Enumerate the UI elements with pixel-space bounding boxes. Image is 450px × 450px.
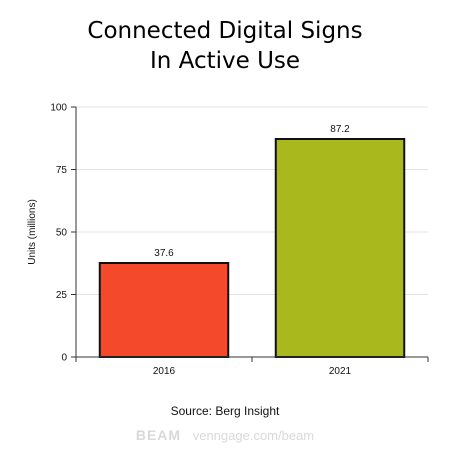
x-tick-label-2016: 2016	[153, 366, 176, 377]
chart-source: Source: Berg Insight	[170, 404, 280, 418]
y-axis-title: Units (millions)	[27, 199, 38, 265]
chart-title-line-2: In Active Use	[149, 48, 301, 74]
x-tick-label-2021: 2021	[329, 366, 352, 377]
data-label-2016: 37.6	[154, 248, 174, 259]
brand-logo: BEAM	[135, 427, 182, 443]
y-tick-label: 100	[50, 103, 67, 114]
footer-link[interactable]: venngage.com/beam	[192, 428, 315, 443]
y-tick-label: 50	[56, 228, 68, 239]
footer: BEAM venngage.com/beam	[0, 427, 450, 443]
data-label-2021: 87.2	[330, 124, 350, 135]
bars: 37.6 87.2	[98, 124, 406, 358]
y-tick-label: 25	[56, 290, 68, 301]
bar-2016	[98, 262, 230, 358]
y-tick-label: 75	[56, 165, 68, 176]
y-tick-label: 0	[61, 353, 67, 364]
chart-title: Connected Digital Signs In Active Use	[0, 16, 450, 76]
chart-title-line-1: Connected Digital Signs	[87, 18, 363, 44]
axes: 0 25 50 75 100 2016 2021	[50, 103, 429, 377]
bar-2021	[274, 138, 406, 358]
